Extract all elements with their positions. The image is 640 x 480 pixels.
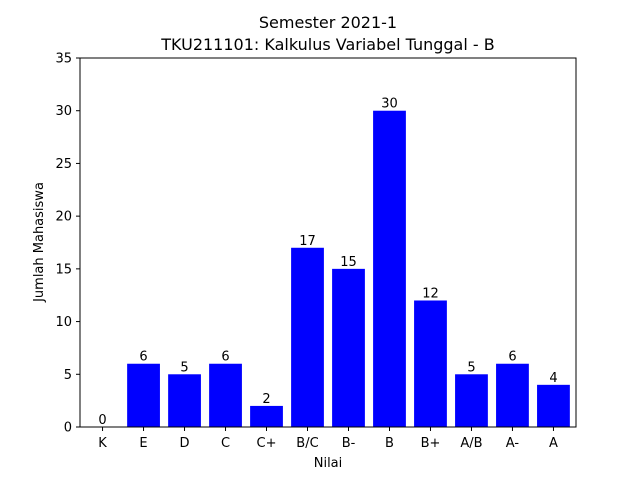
data-label: 17 — [299, 234, 316, 249]
data-label: 12 — [422, 286, 439, 301]
x-tick-label: B- — [342, 436, 356, 451]
x-tick-label: B — [385, 436, 394, 451]
x-axis-label: Nilai — [314, 456, 343, 471]
data-label: 6 — [508, 350, 516, 365]
y-tick-label: 15 — [55, 262, 72, 277]
chart-title: Semester 2021-1 — [259, 13, 397, 32]
data-label: 0 — [98, 413, 106, 428]
data-label: 6 — [139, 350, 147, 365]
y-tick-label: 5 — [64, 368, 72, 383]
y-tick-label: 0 — [64, 421, 72, 436]
y-tick-label: 30 — [55, 104, 72, 119]
plot-area: 0 5 10 15 20 25 30 35 K 0 E 6 D 5 C 6 C+ 2 B/C 17 B- 15 B 30 B+ 1… — [55, 52, 570, 451]
data-label: 30 — [381, 97, 398, 112]
x-tick-label: B/C — [296, 436, 318, 451]
x-tick-label: A — [549, 436, 558, 451]
y-tick-label: 25 — [55, 157, 72, 172]
bar-B/C — [291, 247, 324, 427]
x-tick-label: D — [180, 436, 190, 451]
bar-D — [168, 374, 201, 427]
x-tick-label: C — [221, 436, 230, 451]
bar-B+ — [414, 300, 447, 427]
y-tick-label: 10 — [55, 315, 72, 330]
bar-B- — [332, 268, 365, 427]
data-label: 5 — [180, 360, 188, 375]
y-tick-label: 20 — [55, 210, 72, 225]
bar-B — [373, 110, 406, 427]
y-axis-label: Jumlah Mahasiswa — [32, 182, 47, 303]
data-label: 15 — [340, 255, 357, 270]
x-tick-label: A- — [506, 436, 520, 451]
chart-subtitle: TKU211101: Kalkulus Variabel Tunggal - B — [160, 35, 494, 54]
data-label: 4 — [549, 371, 557, 386]
bar-A/B — [455, 374, 488, 427]
data-label: 2 — [262, 392, 270, 407]
bar-C+ — [250, 405, 283, 427]
x-tick-label: A/B — [460, 436, 482, 451]
plot-frame — [79, 57, 577, 428]
x-tick-label: C+ — [257, 436, 277, 451]
x-tick-label: B+ — [421, 436, 441, 451]
x-tick-label: K — [98, 436, 107, 451]
bar-A- — [496, 363, 529, 427]
data-label: 6 — [221, 350, 229, 365]
bar-E — [127, 363, 160, 427]
bar-A — [537, 384, 570, 427]
bar-C — [209, 363, 242, 427]
data-label: 5 — [467, 360, 475, 375]
y-tick-label: 35 — [55, 52, 72, 67]
x-tick-label: E — [139, 436, 147, 451]
